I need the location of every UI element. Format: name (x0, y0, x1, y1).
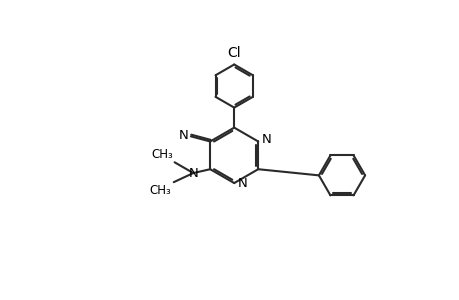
Text: N: N (262, 134, 271, 146)
Text: CH₃: CH₃ (149, 184, 171, 197)
Text: N: N (179, 129, 188, 142)
Text: N: N (189, 167, 198, 180)
Text: N: N (237, 177, 246, 190)
Text: Cl: Cl (227, 46, 241, 60)
Text: CH₃: CH₃ (151, 148, 173, 161)
